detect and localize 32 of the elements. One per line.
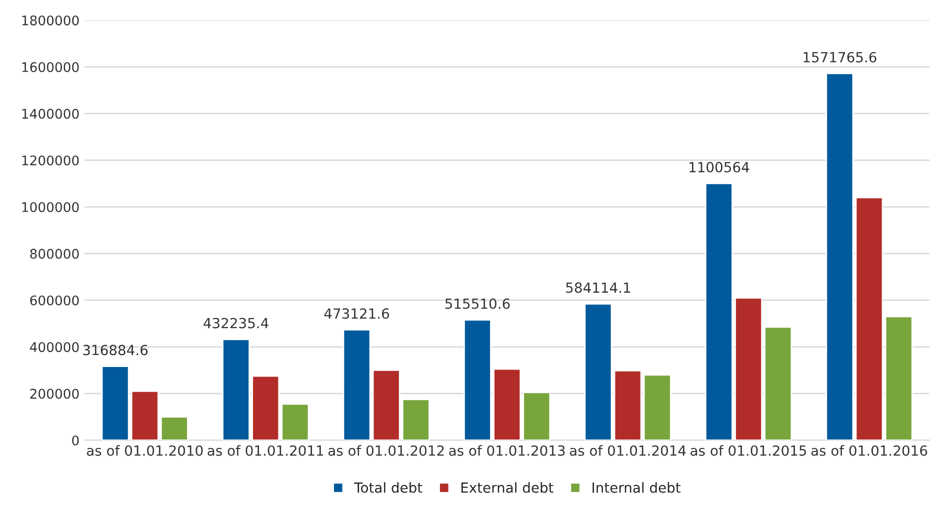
y-tick-label: 800000 [30, 248, 79, 259]
y-tick-label: 600000 [30, 295, 79, 306]
legend-label: Internal debt [592, 482, 680, 493]
x-tick-label: as of 01.01.2013 [449, 445, 565, 456]
y-tick-label: 1200000 [22, 155, 79, 166]
x-tick-label: as of 01.01.2012 [328, 445, 444, 456]
bar [584, 303, 612, 440]
y-tick-label: 0 [72, 435, 79, 446]
data-label: 1571765.6 [804, 52, 876, 62]
data-label: 432235.4 [204, 318, 268, 328]
legend-label: External debt [461, 482, 554, 493]
x-tick-label: as of 01.01.2011 [208, 445, 324, 456]
x-tick-label: as of 01.01.2015 [690, 445, 806, 456]
y-tick-label: 1400000 [22, 108, 79, 119]
bar [342, 329, 371, 440]
y-tick-label: 400000 [30, 342, 79, 352]
data-label: 316884.6 [83, 344, 148, 356]
data-label: 584114.1 [566, 282, 630, 293]
data-label: 473121.6 [324, 308, 390, 319]
y-tick-label: 200000 [30, 388, 79, 399]
bar [855, 196, 884, 440]
x-tick-label: as of 01.01.2014 [570, 445, 686, 456]
x-tick-label: as of 01.01.2010 [86, 445, 203, 456]
data-label: 1100564 [690, 162, 750, 172]
legend-label: Total debt [354, 482, 422, 493]
bar [826, 72, 854, 440]
x-tick-label: as of 01.01.2016 [811, 445, 928, 456]
bar [884, 316, 913, 440]
y-tick-label: 1600000 [22, 62, 79, 72]
y-tick-label: 1000000 [22, 202, 79, 212]
data-label: 515510.6 [445, 298, 510, 309]
y-tick-label: 1800000 [22, 15, 79, 26]
